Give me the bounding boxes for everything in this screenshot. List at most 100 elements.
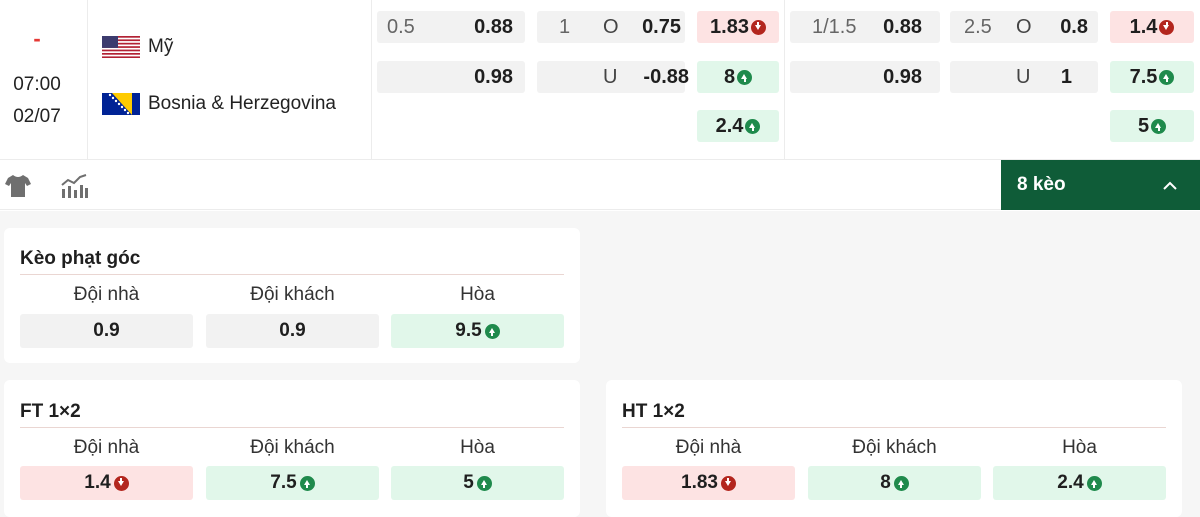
ft-over-odds: 0.75 bbox=[642, 15, 681, 38]
ft-under-cell[interactable]: U -0.88 bbox=[537, 61, 689, 93]
ht-1x2-draw-odds: 5 bbox=[1137, 114, 1150, 137]
odds-up-icon bbox=[484, 323, 500, 339]
ht-1x2-home-odds: 1.4 bbox=[1129, 15, 1158, 38]
ht-under-cell[interactable]: U 1 bbox=[950, 61, 1098, 93]
odds-down-icon bbox=[1159, 19, 1175, 35]
column-header-draw: Hòa bbox=[460, 437, 495, 458]
card-title: Kèo phạt góc bbox=[20, 248, 141, 269]
ft-1x2-draw-cell[interactable]: 2.4 bbox=[697, 110, 779, 142]
ft-ou-line: 1 bbox=[559, 15, 571, 38]
odds-value: 0.9 bbox=[279, 320, 306, 341]
odds-value: 9.5 bbox=[455, 320, 482, 341]
ft-handicap-home-cell[interactable]: 0.5 0.88 bbox=[377, 11, 525, 43]
ht-1x2-away-cell[interactable]: 7.5 bbox=[1110, 61, 1194, 93]
away-team[interactable]: Bosnia & Herzegovina bbox=[102, 93, 336, 115]
ht-handicap-away-odds: 0.98 bbox=[883, 65, 922, 88]
divider bbox=[20, 427, 564, 428]
ft-1x2-away-odds: 8 bbox=[723, 65, 736, 88]
teams-column: Mỹ Bosnia & Herzegovina bbox=[88, 0, 372, 160]
ht-handicap-home-odds: 0.88 bbox=[883, 15, 922, 38]
odds-up-icon bbox=[476, 475, 492, 491]
ht-under-odds: 1 bbox=[1060, 65, 1072, 88]
odds-up-icon bbox=[737, 69, 753, 85]
ft-1x2-draw-odds: 2.4 bbox=[715, 114, 744, 137]
odds-value: 1.4 bbox=[84, 472, 111, 493]
column-header-away: Đội khách bbox=[250, 284, 335, 305]
ft-1x2-away-cell[interactable]: 8 bbox=[697, 61, 779, 93]
ft-handicap-line: 0.5 bbox=[387, 15, 415, 38]
ft-card-away-odds[interactable]: 7.5 bbox=[206, 466, 379, 500]
ht-over-label: O bbox=[1016, 15, 1032, 38]
odds-down-icon bbox=[720, 475, 736, 491]
kickoff-date: 02/07 bbox=[13, 106, 61, 127]
corners-card: Kèo phạt góc Đội nhà Đội khách Hòa 0.9 0… bbox=[4, 228, 580, 363]
divider bbox=[20, 274, 564, 275]
ft-handicap-home-odds: 0.88 bbox=[474, 15, 513, 38]
column-header-draw: Hòa bbox=[1062, 437, 1097, 458]
bosnia-flag-icon bbox=[102, 93, 140, 115]
away-team-name: Bosnia & Herzegovina bbox=[148, 93, 336, 114]
ht-card-away-odds[interactable]: 8 bbox=[808, 466, 981, 500]
ft-card-draw-odds[interactable]: 5 bbox=[391, 466, 564, 500]
column-header-home: Đội nhà bbox=[73, 437, 140, 458]
ht-handicap-away-cell[interactable]: 0.98 bbox=[790, 61, 940, 93]
ht-ou-line: 2.5 bbox=[964, 15, 992, 38]
ht-1x2-card: HT 1×2 Đội nhà Đội khách Hòa 1.83 8 2.4 bbox=[606, 380, 1182, 517]
odds-value: 8 bbox=[880, 472, 891, 493]
ht-over-odds: 0.8 bbox=[1060, 15, 1088, 38]
ft-under-odds: -0.88 bbox=[643, 65, 689, 88]
odds-value: 5 bbox=[463, 472, 474, 493]
ht-1x2-away-odds: 7.5 bbox=[1129, 65, 1158, 88]
column-header-draw: Hòa bbox=[460, 284, 495, 305]
ft-over-cell[interactable]: 1 O 0.75 bbox=[537, 11, 685, 43]
odds-up-icon bbox=[745, 118, 761, 134]
odds-up-icon bbox=[1159, 69, 1175, 85]
corners-home-odds[interactable]: 0.9 bbox=[20, 314, 193, 348]
markets-count-label: 8 kèo bbox=[1017, 174, 1066, 195]
corners-draw-odds[interactable]: 9.5 bbox=[391, 314, 564, 348]
ft-handicap-away-cell[interactable]: 0.98 bbox=[377, 61, 525, 93]
odds-value: 7.5 bbox=[270, 472, 297, 493]
odds-value: 0.9 bbox=[93, 320, 120, 341]
ft-handicap-away-odds: 0.98 bbox=[474, 65, 513, 88]
odds-value: 2.4 bbox=[1057, 472, 1084, 493]
collapse-markets-button[interactable]: 8 kèo bbox=[1001, 160, 1200, 210]
ft-card-home-odds[interactable]: 1.4 bbox=[20, 466, 193, 500]
ht-1x2-draw-cell[interactable]: 5 bbox=[1110, 110, 1194, 142]
ft-under-label: U bbox=[603, 65, 618, 88]
divider bbox=[622, 427, 1166, 428]
odds-up-icon bbox=[1086, 475, 1102, 491]
column-header-home: Đội nhà bbox=[675, 437, 742, 458]
ht-card-draw-odds[interactable]: 2.4 bbox=[993, 466, 1166, 500]
odds-down-icon bbox=[750, 19, 766, 35]
odds-down-icon bbox=[113, 475, 129, 491]
ft-1x2-home-cell[interactable]: 1.83 bbox=[697, 11, 779, 43]
ht-over-cell[interactable]: 2.5 O 0.8 bbox=[950, 11, 1098, 43]
card-title: FT 1×2 bbox=[20, 401, 81, 422]
column-header-home: Đội nhà bbox=[73, 284, 140, 305]
match-row: - 07:00 02/07 Mỹ bbox=[0, 0, 1200, 160]
stats-icon[interactable] bbox=[60, 172, 88, 200]
ft-over-label: O bbox=[603, 15, 619, 38]
ht-under-label: U bbox=[1016, 65, 1031, 88]
home-team-name: Mỹ bbox=[148, 36, 174, 57]
match-status: - bbox=[33, 26, 41, 51]
ft-1x2-card: FT 1×2 Đội nhà Đội khách Hòa 1.4 7.5 5 bbox=[4, 380, 580, 517]
column-header-away: Đội khách bbox=[852, 437, 937, 458]
jersey-icon[interactable] bbox=[4, 172, 32, 200]
card-title: HT 1×2 bbox=[622, 401, 685, 422]
column-header-away: Đội khách bbox=[250, 437, 335, 458]
ht-handicap-home-cell[interactable]: 1/1.5 0.88 bbox=[790, 11, 940, 43]
odds-up-icon bbox=[893, 475, 909, 491]
ht-card-home-odds[interactable]: 1.83 bbox=[622, 466, 795, 500]
full-time-odds: 0.5 0.88 0.98 1 O 0.75 U -0.88 1.83 8 2.… bbox=[372, 0, 785, 160]
odds-up-icon bbox=[1151, 118, 1167, 134]
odds-value: 1.83 bbox=[681, 472, 718, 493]
half-time-odds: 1/1.5 0.88 0.98 2.5 O 0.8 U 1 1.4 7.5 5 bbox=[785, 0, 1200, 160]
home-team[interactable]: Mỹ bbox=[102, 36, 173, 58]
odds-up-icon bbox=[299, 475, 315, 491]
ht-1x2-home-cell[interactable]: 1.4 bbox=[1110, 11, 1194, 43]
corners-away-odds[interactable]: 0.9 bbox=[206, 314, 379, 348]
ht-handicap-line: 1/1.5 bbox=[812, 15, 857, 38]
ft-1x2-home-odds: 1.83 bbox=[710, 15, 749, 38]
